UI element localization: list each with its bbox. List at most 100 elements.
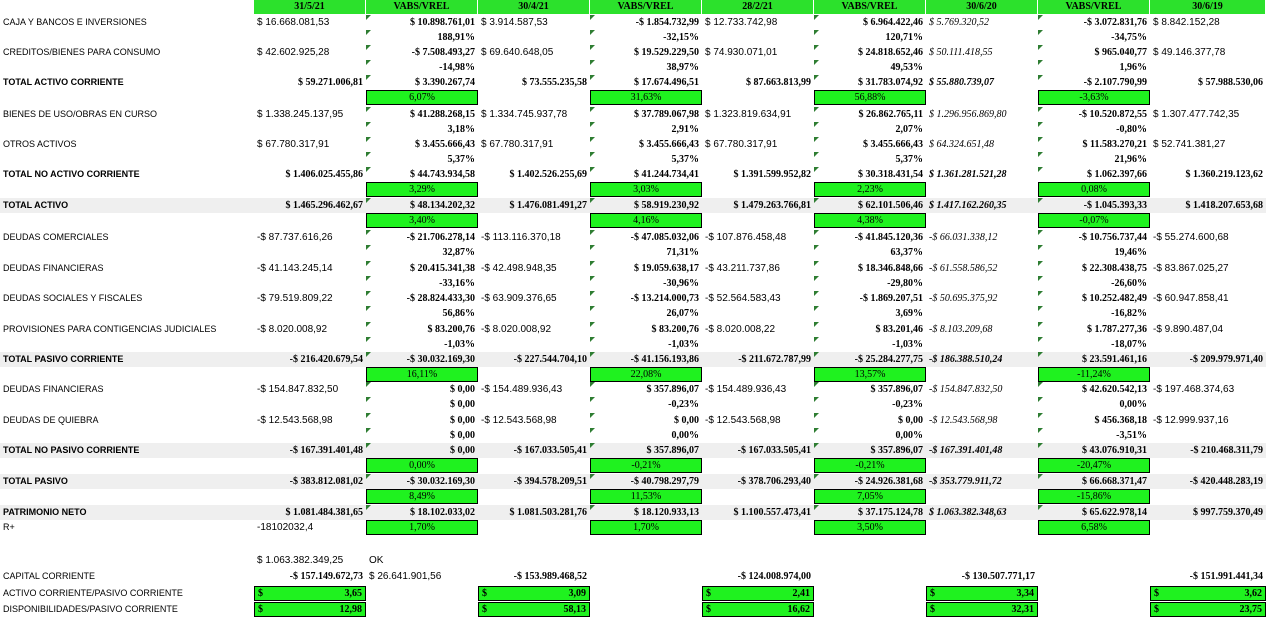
data-cell[interactable]: -$ 55.274.600,68 bbox=[1153, 231, 1229, 243]
data-cell[interactable]: $ 64.324.651,48 bbox=[929, 138, 994, 150]
data-cell[interactable] bbox=[254, 122, 366, 137]
data-cell[interactable]: -$ 154.489.936,43 bbox=[481, 383, 563, 395]
data-cell[interactable]: 4,38% bbox=[814, 213, 926, 228]
data-cell[interactable]: $ 1.417.162.260,35 bbox=[929, 199, 1007, 211]
column-header[interactable]: VABS/VREL bbox=[366, 0, 478, 14]
data-cell[interactable] bbox=[1150, 60, 1266, 75]
column-header[interactable]: VABS/VREL bbox=[590, 0, 702, 14]
data-cell[interactable] bbox=[702, 30, 814, 45]
row-label[interactable]: TOTAL NO ACTIVO CORRIENTE bbox=[3, 169, 140, 179]
data-cell[interactable] bbox=[926, 520, 1038, 535]
row-label[interactable] bbox=[0, 30, 254, 45]
data-cell[interactable]: -3,51% bbox=[1038, 428, 1150, 443]
data-cell[interactable]: $ 22.308.438,75 bbox=[1038, 261, 1150, 276]
data-cell[interactable]: -$ 24.926.381,68 bbox=[814, 474, 926, 489]
data-cell[interactable]: -$ 52.564.583,43 bbox=[705, 292, 781, 304]
data-cell[interactable]: -$ 113.116.370,18 bbox=[481, 231, 561, 243]
data-cell[interactable] bbox=[254, 182, 366, 197]
data-cell[interactable] bbox=[254, 30, 366, 45]
data-cell[interactable]: $ 48.134.202,32 bbox=[366, 198, 478, 213]
data-cell[interactable]: $ 41.288.268,15 bbox=[366, 107, 478, 122]
data-cell[interactable] bbox=[1150, 152, 1266, 167]
data-cell[interactable]: $ 41.244.734,41 bbox=[590, 167, 702, 182]
data-cell[interactable]: $ 1.402.526.255,69 bbox=[509, 168, 588, 180]
data-cell[interactable]: -14,98% bbox=[366, 60, 478, 75]
column-header[interactable]: 30/4/21 bbox=[478, 0, 590, 14]
data-cell[interactable] bbox=[926, 182, 1038, 197]
data-cell[interactable]: 0,00% bbox=[1038, 397, 1150, 412]
data-cell[interactable]: $ 965.040,77 bbox=[1038, 45, 1150, 60]
data-cell[interactable]: -$ 227.544.704,10 bbox=[513, 353, 587, 365]
data-cell[interactable]: $ 0,00 bbox=[366, 382, 478, 397]
data-cell[interactable] bbox=[926, 367, 1038, 382]
data-cell[interactable] bbox=[702, 520, 814, 535]
data-cell[interactable]: -$ 8.020.008,92 bbox=[257, 323, 328, 335]
data-cell[interactable]: $ 10.252.482,49 bbox=[1038, 291, 1150, 306]
row-label[interactable]: ACTIVO CORRIENTE/PASIVO CORRIENTE bbox=[3, 588, 183, 598]
data-cell[interactable]: -$ 41.143.245,14 bbox=[257, 262, 333, 274]
data-cell[interactable]: $ 67.780.317,91 bbox=[705, 138, 778, 150]
data-cell[interactable]: 5,37% bbox=[366, 152, 478, 167]
data-cell[interactable] bbox=[478, 90, 590, 105]
row-label[interactable]: CREDITOS/BIENES PARA CONSUMO bbox=[3, 47, 161, 57]
data-cell[interactable]: 38,97% bbox=[590, 60, 702, 75]
data-cell[interactable]: 3,40% bbox=[366, 213, 478, 228]
column-header[interactable]: 28/2/21 bbox=[702, 0, 814, 14]
data-cell[interactable]: -$ 211.672.787,99 bbox=[738, 353, 811, 365]
column-header[interactable]: VABS/VREL bbox=[1038, 0, 1150, 14]
data-cell[interactable]: -$ 79.519.809,22 bbox=[257, 292, 333, 304]
data-cell[interactable]: -$ 130.507.771,17 bbox=[961, 570, 1035, 582]
data-cell[interactable]: 5,37% bbox=[814, 152, 926, 167]
data-cell[interactable] bbox=[926, 337, 1038, 352]
corner-cell[interactable] bbox=[0, 0, 254, 14]
ratio-cell[interactable]: $23,75 bbox=[1150, 602, 1266, 617]
data-cell[interactable] bbox=[254, 337, 366, 352]
data-cell[interactable]: $ 37.789.067,98 bbox=[590, 107, 702, 122]
data-cell[interactable] bbox=[926, 90, 1038, 105]
data-cell[interactable]: $ 357.896,07 bbox=[814, 382, 926, 397]
data-cell[interactable] bbox=[254, 458, 366, 473]
data-cell[interactable]: $ 1.081.484.381,65 bbox=[285, 506, 364, 518]
data-cell[interactable]: -32,15% bbox=[590, 30, 702, 45]
data-cell[interactable]: 8,49% bbox=[366, 489, 478, 504]
data-cell[interactable]: -$ 151.991.441,34 bbox=[1189, 570, 1263, 582]
data-cell[interactable]: $ 83.200,76 bbox=[366, 322, 478, 337]
ratio-cell[interactable]: $16,62 bbox=[702, 602, 814, 617]
data-cell[interactable] bbox=[254, 245, 366, 260]
data-cell[interactable]: $ 1.391.599.952,82 bbox=[733, 168, 812, 180]
data-cell[interactable]: 3,50% bbox=[814, 520, 926, 535]
data-cell[interactable]: 0,00% bbox=[590, 428, 702, 443]
row-label[interactable]: TOTAL NO PASIVO CORRIENTE bbox=[3, 445, 140, 455]
data-cell[interactable]: -29,80% bbox=[814, 276, 926, 291]
data-cell[interactable]: -0,07% bbox=[1038, 213, 1150, 228]
data-cell[interactable]: -$ 210.468.311,79 bbox=[1190, 444, 1263, 456]
data-cell[interactable] bbox=[926, 152, 1038, 167]
data-cell[interactable] bbox=[254, 397, 366, 412]
data-cell[interactable]: $ 1.081.503.281,76 bbox=[509, 506, 588, 518]
data-cell[interactable]: $ 1.100.557.473,41 bbox=[733, 506, 812, 518]
data-cell[interactable] bbox=[478, 245, 590, 260]
data-cell[interactable]: 56,86% bbox=[366, 306, 478, 321]
data-cell[interactable]: 21,96% bbox=[1038, 152, 1150, 167]
data-cell[interactable]: $ 24.818.652,46 bbox=[814, 45, 926, 60]
data-cell[interactable] bbox=[478, 489, 590, 504]
data-cell[interactable]: $ 31.783.074,92 bbox=[814, 75, 926, 90]
data-cell[interactable]: -26,60% bbox=[1038, 276, 1150, 291]
data-cell[interactable]: 3,03% bbox=[590, 182, 702, 197]
data-cell[interactable]: -$ 1.869.207,51 bbox=[814, 291, 926, 306]
data-cell[interactable]: $ 1.334.745.937,78 bbox=[481, 108, 568, 120]
data-cell[interactable] bbox=[478, 182, 590, 197]
data-cell[interactable]: $ 55.880.739,07 bbox=[929, 76, 994, 88]
data-cell[interactable]: 56,88% bbox=[814, 90, 926, 105]
row-label[interactable]: TOTAL PASIVO CORRIENTE bbox=[3, 354, 124, 364]
data-cell[interactable]: -$ 216.420.679,54 bbox=[289, 353, 363, 365]
data-cell[interactable]: $ 1.296.956.869,80 bbox=[929, 108, 1007, 120]
data-cell[interactable] bbox=[254, 152, 366, 167]
data-cell[interactable]: -$ 12.543.568,98 bbox=[257, 414, 333, 426]
data-cell[interactable]: -$ 61.558.586,52 bbox=[929, 262, 998, 274]
row-label[interactable]: R+ bbox=[3, 522, 15, 532]
data-cell[interactable]: $ 1.361.281.521,28 bbox=[929, 168, 1007, 180]
data-cell[interactable]: $ 18.102.033,02 bbox=[366, 505, 478, 520]
data-cell[interactable]: -$ 378.706.293,40 bbox=[737, 475, 811, 487]
data-cell[interactable]: -$ 420.448.283,19 bbox=[1189, 475, 1263, 487]
